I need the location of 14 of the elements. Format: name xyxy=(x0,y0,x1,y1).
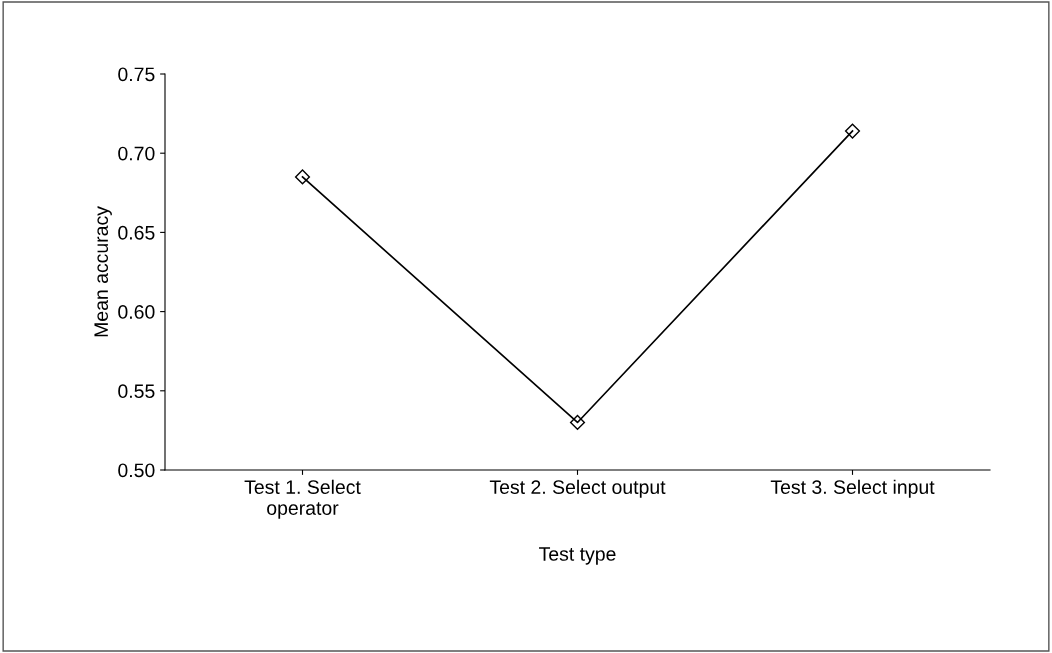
x-tick-label: Test 3. Select input xyxy=(770,479,935,498)
y-axis-title: Mean accuracy xyxy=(94,206,112,337)
point xyxy=(844,123,861,139)
y-tick-label: 0.65 xyxy=(118,225,155,240)
y-tick-label: 0.60 xyxy=(118,305,155,319)
x-tick-label: Test 2. Select output xyxy=(489,479,666,498)
y-tick-label: 0.50 xyxy=(118,463,155,478)
y-tick-label: 0.75 xyxy=(118,67,155,82)
y-tick-label: 0.55 xyxy=(118,384,155,399)
x-axis-title: Test type xyxy=(539,547,616,565)
point xyxy=(294,169,311,185)
x-tick-label: Test 1. Select operator xyxy=(244,479,361,519)
y-tick-label: 0.70 xyxy=(118,146,155,161)
point xyxy=(569,414,586,431)
